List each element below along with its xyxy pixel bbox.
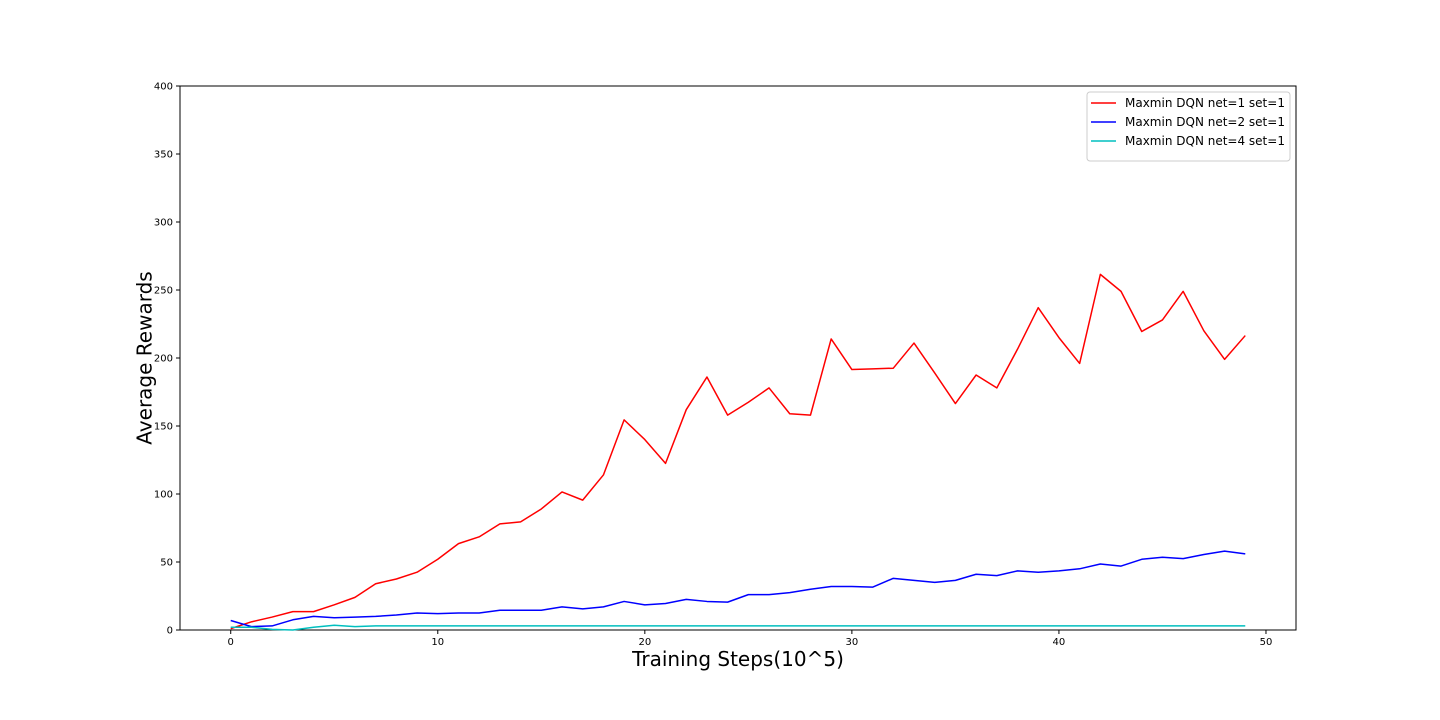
legend-frame: [1086, 91, 1291, 162]
y-tick-label: 350: [154, 150, 173, 161]
y-tick-label: 100: [154, 490, 173, 501]
x-tick-label: 30: [846, 637, 859, 648]
y-tick-label: 0: [167, 626, 173, 637]
plot-area: [179, 85, 1297, 631]
series-line-2: [230, 550, 1246, 628]
plot-frame: [179, 85, 1297, 631]
series-layer: [230, 273, 1246, 631]
x-tick-label: 10: [431, 637, 444, 648]
legend-label: Maxmin DQN net=4 set=1: [1125, 134, 1285, 148]
y-axis-ticks: 0 50 100 150 200 250 300 350 400: [154, 82, 180, 637]
x-axis-label: Training Steps(10^5): [631, 647, 844, 671]
y-tick-label: 250: [154, 286, 173, 297]
y-tick-label: 200: [154, 354, 173, 365]
y-tick-label: 150: [154, 422, 173, 433]
x-tick-label: 40: [1053, 637, 1066, 648]
y-tick-label: 400: [154, 82, 173, 93]
x-tick-label: 50: [1260, 637, 1273, 648]
series-line-1: [230, 273, 1246, 630]
y-axis-label: Average Rewards: [133, 271, 157, 444]
series-line-3: [230, 624, 1246, 631]
x-axis-ticks: 0 10 20 30 40 50: [228, 630, 1273, 648]
legend-label: Maxmin DQN net=2 set=1: [1125, 115, 1285, 129]
x-tick-label: 0: [228, 637, 234, 648]
y-tick-label: 50: [160, 558, 173, 569]
legend: Maxmin DQN net=1 set=1 Maxmin DQN net=2 s…: [1086, 91, 1291, 162]
x-tick-label: 20: [638, 637, 651, 648]
y-tick-label: 300: [154, 218, 173, 229]
legend-label: Maxmin DQN net=1 set=1: [1125, 96, 1285, 110]
